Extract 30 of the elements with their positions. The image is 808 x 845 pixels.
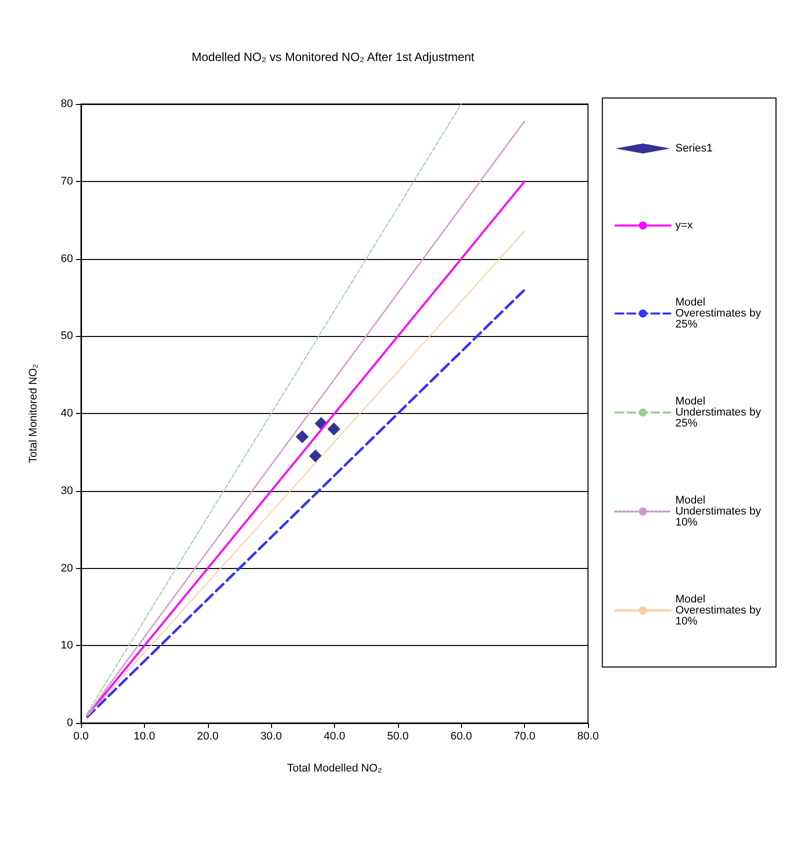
legend-label: Model Understimates by 10% bbox=[675, 494, 764, 528]
legend-label: Model Overestimates by 25% bbox=[675, 296, 764, 330]
x-tick-label: 40.0 bbox=[324, 730, 346, 742]
x-tick-label: 60.0 bbox=[450, 730, 472, 742]
y-axis-title: Total Monitored NO₂ bbox=[28, 364, 40, 464]
y-tick-label: 70 bbox=[60, 175, 73, 188]
point bbox=[327, 422, 340, 436]
x-tick-label: 70.0 bbox=[514, 730, 536, 742]
legend-label: y=x bbox=[675, 220, 694, 232]
legend-label: Model Overestimates by 10% bbox=[675, 594, 764, 628]
legend-label: Model Understimates by 25% bbox=[675, 396, 764, 430]
x-tick-label: 0.0 bbox=[73, 730, 89, 742]
legend-label: Series1 bbox=[675, 142, 713, 154]
point bbox=[308, 450, 322, 463]
x-tick-label: 80.0 bbox=[577, 730, 599, 742]
y-tick-label: 20 bbox=[60, 562, 73, 574]
y-tick-label: 0 bbox=[66, 717, 73, 729]
y-tick-label: 40 bbox=[60, 408, 73, 420]
chart-title: Modelled NO₂ vs Monitored NO₂ After 1st Adjustment bbox=[192, 50, 476, 64]
x-tick-label: 20.0 bbox=[197, 730, 218, 742]
x-tick-label: 30.0 bbox=[260, 730, 282, 742]
x-tick-label: 50.0 bbox=[387, 730, 409, 742]
x-axis-title: Total Modelled NO₂ bbox=[287, 762, 382, 774]
point bbox=[296, 430, 309, 444]
y-tick-label: 50 bbox=[60, 330, 73, 342]
y-tick-label: 80 bbox=[60, 98, 73, 110]
y-tick-label: 30 bbox=[60, 484, 73, 497]
y-tick-label: 60 bbox=[60, 252, 73, 265]
x-tick-label: 10.0 bbox=[134, 730, 156, 742]
y-tick-label: 10 bbox=[60, 640, 73, 652]
